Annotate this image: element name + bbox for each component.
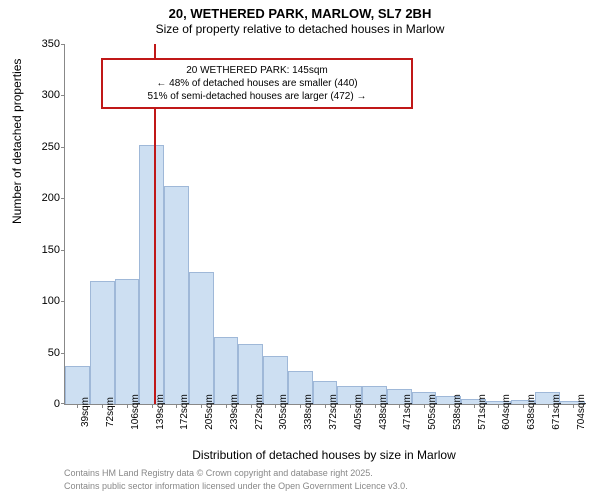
x-tick-label: 205sqm: [204, 394, 215, 430]
histogram-bar: [115, 279, 140, 404]
x-tick-label: 338sqm: [303, 394, 314, 430]
x-tick-label: 305sqm: [278, 394, 289, 430]
x-tick-mark: [77, 404, 78, 408]
y-tick-label: 350: [42, 38, 60, 50]
histogram-bar: [139, 145, 164, 404]
x-tick-mark: [201, 404, 202, 408]
x-tick-mark: [548, 404, 549, 408]
x-tick-label: 372sqm: [328, 394, 339, 430]
x-tick-label: 139sqm: [155, 394, 166, 430]
chart-title-2: Size of property relative to detached ho…: [0, 22, 600, 36]
y-tick-mark: [61, 95, 65, 96]
x-tick-label: 671sqm: [551, 394, 562, 430]
y-tick-label: 100: [42, 295, 60, 307]
x-tick-label: 39sqm: [80, 397, 91, 427]
x-tick-mark: [325, 404, 326, 408]
x-tick-mark: [399, 404, 400, 408]
x-tick-mark: [474, 404, 475, 408]
x-tick-label: 704sqm: [576, 394, 587, 430]
x-tick-mark: [375, 404, 376, 408]
y-tick-mark: [61, 250, 65, 251]
y-axis-label: Number of detached properties: [10, 59, 24, 224]
x-tick-mark: [449, 404, 450, 408]
x-tick-label: 272sqm: [254, 394, 265, 430]
annotation-line-1: 20 WETHERED PARK: 145sqm: [111, 64, 402, 77]
y-tick-label: 200: [42, 192, 60, 204]
chart-title-1: 20, WETHERED PARK, MARLOW, SL7 2BH: [0, 6, 600, 21]
y-tick-mark: [61, 44, 65, 45]
x-tick-label: 172sqm: [179, 394, 190, 430]
footer-line-1: Contains HM Land Registry data © Crown c…: [64, 468, 373, 478]
x-tick-label: 538sqm: [452, 394, 463, 430]
x-tick-label: 505sqm: [427, 394, 438, 430]
x-tick-mark: [275, 404, 276, 408]
x-tick-mark: [498, 404, 499, 408]
histogram-bar: [189, 272, 214, 404]
x-tick-label: 72sqm: [105, 397, 116, 427]
x-tick-mark: [176, 404, 177, 408]
x-tick-label: 638sqm: [526, 394, 537, 430]
histogram-bar: [164, 186, 189, 404]
y-tick-label: 250: [42, 141, 60, 153]
annotation-line-2: ← 48% of detached houses are smaller (44…: [111, 77, 402, 90]
x-tick-label: 571sqm: [477, 394, 488, 430]
y-tick-mark: [61, 198, 65, 199]
x-tick-label: 239sqm: [229, 394, 240, 430]
y-tick-mark: [61, 147, 65, 148]
x-tick-label: 604sqm: [501, 394, 512, 430]
x-tick-mark: [251, 404, 252, 408]
x-tick-mark: [573, 404, 574, 408]
x-tick-label: 106sqm: [130, 394, 141, 430]
x-axis-label: Distribution of detached houses by size …: [64, 448, 584, 462]
x-tick-mark: [102, 404, 103, 408]
x-tick-mark: [152, 404, 153, 408]
y-tick-label: 150: [42, 244, 60, 256]
x-tick-mark: [300, 404, 301, 408]
x-tick-mark: [350, 404, 351, 408]
x-tick-label: 471sqm: [402, 394, 413, 430]
x-tick-label: 438sqm: [378, 394, 389, 430]
footer-line-2: Contains public sector information licen…: [64, 481, 408, 491]
plot-area: 20 WETHERED PARK: 145sqm← 48% of detache…: [64, 44, 585, 405]
y-tick-label: 50: [48, 347, 60, 359]
y-tick-mark: [61, 353, 65, 354]
annotation-line-3: 51% of semi-detached houses are larger (…: [111, 90, 402, 103]
histogram-bar: [90, 281, 115, 404]
annotation-box: 20 WETHERED PARK: 145sqm← 48% of detache…: [101, 58, 412, 109]
x-tick-mark: [424, 404, 425, 408]
y-tick-mark: [61, 301, 65, 302]
y-tick-label: 0: [54, 398, 60, 410]
y-tick-label: 300: [42, 89, 60, 101]
x-tick-label: 405sqm: [353, 394, 364, 430]
x-tick-mark: [523, 404, 524, 408]
x-tick-mark: [226, 404, 227, 408]
x-tick-mark: [127, 404, 128, 408]
chart-container: 20, WETHERED PARK, MARLOW, SL7 2BH Size …: [0, 0, 600, 500]
